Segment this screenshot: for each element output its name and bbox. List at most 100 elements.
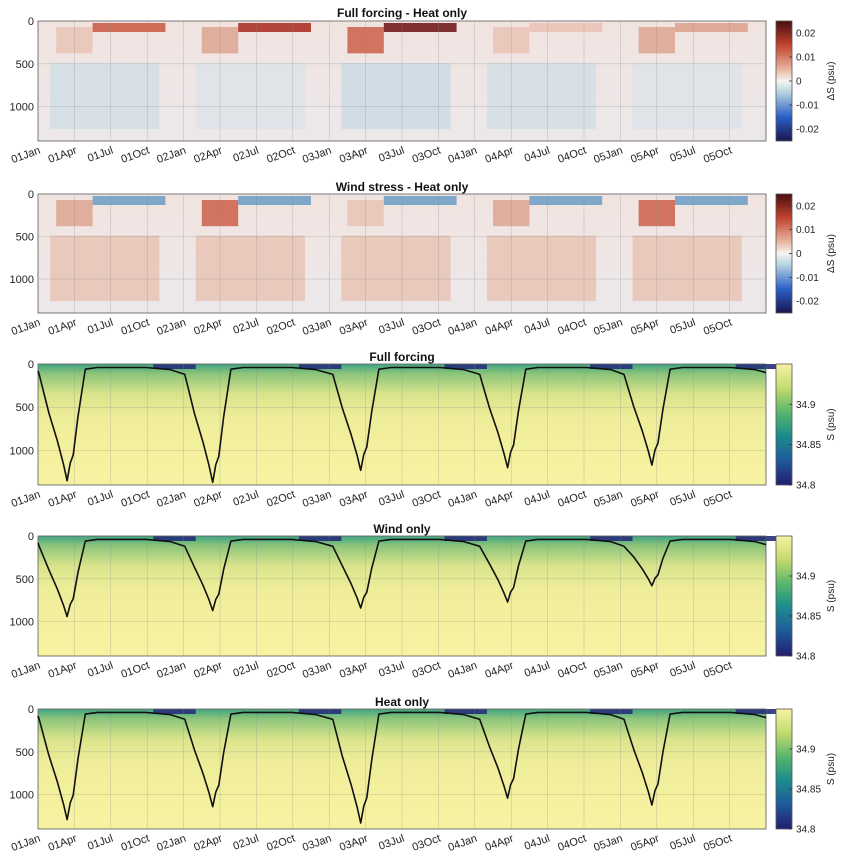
fresh-surface-layer (735, 709, 779, 714)
colorbar-tick-label: 34.9 (796, 400, 816, 411)
x-tick-label: 05Apr (629, 144, 661, 165)
x-tick-label: 01Oct (120, 145, 152, 166)
x-tick-label: 01Jul (86, 145, 115, 165)
x-tick-label: 01Oct (120, 660, 152, 681)
x-tick-label: 03Oct (411, 489, 443, 510)
x-tick-label: 03Jul (377, 489, 406, 509)
fresh-surface-layer (590, 709, 633, 714)
x-tick-label: 05Oct (702, 145, 734, 166)
colorbar-tick-label: 34.9 (796, 572, 816, 583)
x-tick-label: 02Oct (265, 317, 297, 338)
x-tick-label: 05Jan (592, 145, 624, 167)
x-tick-label: 05Jul (668, 145, 697, 165)
x-tick-label: 04Jan (447, 489, 479, 511)
anomaly-patch (238, 196, 311, 205)
x-tick-label: 01Jul (86, 489, 115, 509)
x-tick-label: 01Oct (120, 833, 152, 854)
x-tick-label: 04Oct (556, 660, 588, 681)
colorbar-label: S (psu) (826, 580, 837, 612)
y-tick-label: 500 (16, 232, 34, 244)
x-tick-label: 01Apr (47, 488, 79, 509)
x-tick-label: 04Jan (447, 145, 479, 167)
fresh-surface-layer (735, 364, 779, 369)
x-tick-label: 04Jan (447, 317, 479, 339)
x-tick-label: 01Jul (86, 833, 115, 853)
y-tick-label: 500 (16, 59, 34, 71)
x-tick-label: 01Jan (10, 489, 42, 511)
colorbar-tick-label: 0.02 (796, 29, 816, 40)
x-tick-label: 05Oct (702, 489, 734, 510)
y-tick-label: 500 (16, 747, 34, 759)
x-tick-label: 01Apr (47, 316, 79, 337)
y-tick-label: 1000 (10, 617, 34, 629)
x-tick-label: 01Oct (120, 317, 152, 338)
x-tick-label: 01Oct (120, 489, 152, 510)
x-tick-label: 01Jan (10, 660, 42, 682)
anomaly-patch (341, 235, 451, 302)
x-tick-label: 02Oct (265, 660, 297, 681)
fresh-surface-layer (444, 709, 487, 714)
y-tick-label: 0 (28, 704, 34, 716)
anomaly-patch (529, 196, 603, 205)
x-tick-label: 02Jul (232, 833, 261, 853)
mixed-layer-depth-line (37, 366, 767, 484)
colorbar-tick-label: 34.8 (796, 825, 816, 836)
anomaly-patch (529, 23, 603, 32)
fresh-surface-layer (444, 364, 487, 369)
x-tick-label: 02Jan (155, 833, 187, 855)
colorbar-tick-label: 34.85 (796, 785, 821, 796)
y-tick-label: 0 (28, 16, 34, 28)
x-tick-label: 03Jan (301, 660, 333, 682)
x-tick-label: 02Jul (232, 317, 261, 337)
x-tick-label: 03Apr (338, 488, 370, 509)
x-tick-label: 05Jul (668, 317, 697, 337)
x-tick-label: 02Jan (155, 660, 187, 682)
anomaly-patch (486, 63, 597, 129)
anomaly-patch (195, 63, 305, 129)
x-tick-label: 05Apr (629, 832, 661, 853)
x-tick-label: 03Jan (301, 833, 333, 855)
x-tick-label: 05Jul (668, 660, 697, 680)
x-tick-label: 02Jul (232, 660, 261, 680)
y-tick-label: 0 (28, 531, 34, 543)
x-tick-label: 01Jul (86, 317, 115, 337)
colorbar-label: S (psu) (826, 408, 837, 440)
x-tick-label: 05Jan (592, 833, 624, 855)
colorbar-tick-label: 34.8 (796, 652, 816, 663)
x-tick-label: 05Jan (592, 489, 624, 511)
anomaly-patch (632, 63, 742, 129)
x-tick-label: 04Jul (523, 833, 552, 853)
y-tick-label: 0 (28, 189, 34, 201)
y-tick-label: 1000 (10, 102, 34, 114)
x-tick-label: 03Jan (301, 317, 333, 339)
anomaly-patch (50, 235, 160, 302)
panel-wind-stress-minus-heat-only: Wind stress - Heat only 01Jan 01Apr 01Jul 0… (10, 180, 837, 338)
x-tick-label: 02Apr (192, 144, 224, 165)
fresh-surface-layer (153, 536, 196, 541)
x-tick-label: 03Oct (411, 145, 443, 166)
x-tick-label: 03Jul (377, 833, 406, 853)
x-tick-label: 04Jan (447, 833, 479, 855)
x-tick-label: 04Jul (523, 317, 552, 337)
y-tick-label: 0 (28, 359, 34, 371)
colorbar-tick-label: 34.8 (796, 481, 816, 492)
panel-title: Wind only (373, 522, 431, 536)
y-tick-label: 1000 (10, 445, 34, 457)
x-tick-label: 01Apr (47, 144, 79, 165)
colorbar-label: ΔS (psu) (826, 62, 837, 101)
x-tick-label: 04Apr (484, 144, 516, 165)
x-tick-label: 02Jan (155, 145, 187, 167)
x-tick-label: 04Oct (556, 145, 588, 166)
x-tick-label: 02Jan (155, 317, 187, 339)
panel-title: Heat only (375, 695, 429, 709)
fresh-surface-layer (590, 536, 633, 541)
fresh-surface-layer (153, 709, 196, 714)
x-tick-label: 04Jul (523, 145, 552, 165)
x-tick-label: 04Jul (523, 660, 552, 680)
x-tick-label: 01Jan (10, 317, 42, 339)
mixed-layer-depth-line (37, 538, 767, 618)
x-tick-label: 03Apr (338, 144, 370, 165)
x-tick-label: 02Apr (192, 832, 224, 853)
colorbar-label: ΔS (psu) (826, 234, 837, 273)
x-tick-label: 04Apr (484, 488, 516, 509)
